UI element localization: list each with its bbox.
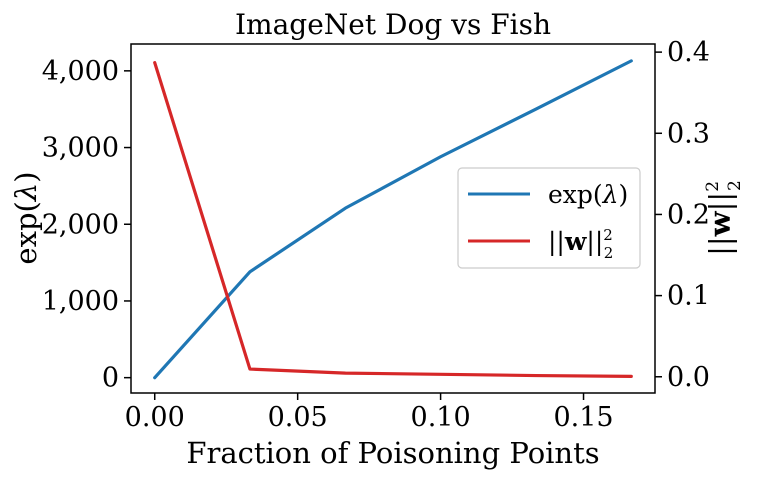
plot-frame <box>130 43 656 394</box>
right-y-axis-label: ||w||2 2 <box>703 180 745 256</box>
right-y-tick-label: 0.2 <box>667 199 710 230</box>
left-y-tick-label: 3,000 <box>42 133 119 164</box>
x-tick-label: 0.05 <box>268 402 328 433</box>
chart-title: ImageNet Dog vs Fish <box>235 8 551 41</box>
x-tick-label: 0.10 <box>411 402 471 433</box>
right-y-axis-ticks: 0.0 0.1 0.2 0.3 0.4 <box>655 37 710 393</box>
x-axis-ticks: 0.00 0.05 0.10 0.15 <box>125 393 614 433</box>
left-y-tick-label: 1,000 <box>42 286 119 317</box>
x-tick-label: 0.00 <box>125 402 185 433</box>
left-y-tick-label: 2,000 <box>42 209 119 240</box>
left-y-axis-label: exp(λ) <box>9 171 43 264</box>
x-tick-label: 0.15 <box>553 402 613 433</box>
left-y-tick-label: 4,000 <box>42 56 119 87</box>
x-axis-label: Fraction of Poisoning Points <box>186 436 599 470</box>
right-y-tick-label: 0.4 <box>667 37 710 68</box>
legend-label-exp-lambda: exp(λ) <box>548 180 628 209</box>
left-y-tick-label: 0 <box>102 363 119 394</box>
right-y-tick-label: 0.0 <box>667 362 710 393</box>
right-y-tick-label: 0.1 <box>667 281 710 312</box>
series-line-weight-norm <box>153 61 633 378</box>
right-y-tick-label: 0.3 <box>667 118 710 149</box>
left-y-axis-ticks: 0 1,000 2,000 3,000 4,000 <box>42 56 131 394</box>
legend: exp(λ) ||w||2 2 <box>457 167 641 269</box>
series-line-exp-lambda <box>153 59 633 380</box>
series-layer <box>153 59 633 380</box>
